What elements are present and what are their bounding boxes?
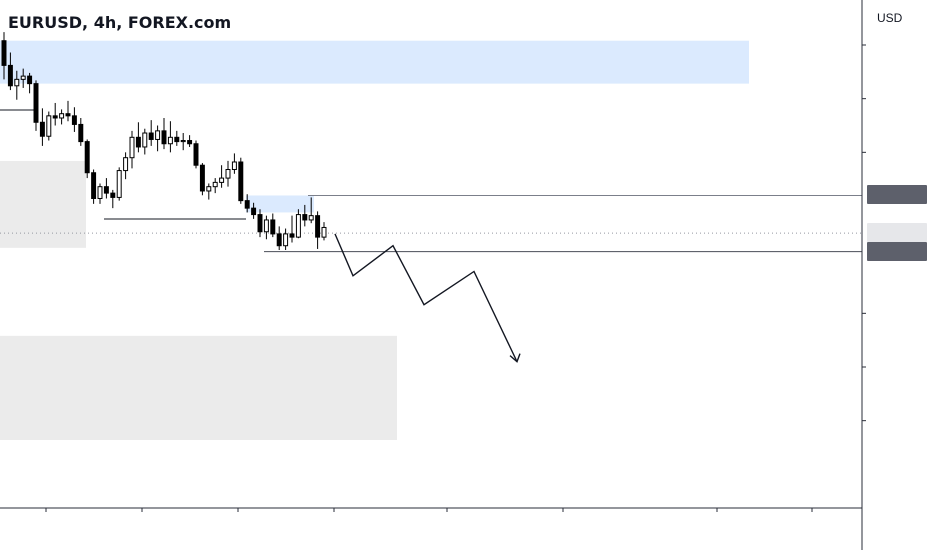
chart-title: EURUSD, 4h, FOREX.com	[8, 13, 232, 32]
candle-body	[238, 161, 244, 202]
candle-body	[14, 78, 20, 87]
candle-body	[135, 136, 141, 148]
candle-body	[65, 113, 71, 117]
candle-body	[39, 121, 45, 137]
candle-body	[302, 214, 308, 221]
candle-body	[263, 219, 269, 233]
candle-body	[7, 64, 13, 87]
candle-body	[244, 200, 250, 209]
candle-body	[52, 115, 58, 119]
candle-body	[257, 214, 263, 233]
candle-body	[78, 123, 84, 143]
candle-body	[123, 157, 129, 172]
candle-body	[167, 136, 173, 145]
candle-body	[295, 214, 301, 238]
zone-supply-0	[0, 40, 749, 84]
candle-body	[91, 172, 97, 199]
candle-body	[46, 115, 52, 137]
candle-body	[20, 75, 26, 80]
candle-body	[33, 83, 39, 123]
candle-body	[110, 192, 116, 198]
candle-body	[283, 233, 289, 247]
candle-body	[148, 132, 154, 140]
candle-body	[251, 207, 257, 216]
projection-path	[334, 233, 518, 362]
axis-unit: USD	[877, 11, 903, 25]
candle-body	[59, 113, 65, 119]
candle-body	[276, 233, 282, 247]
candle-body	[206, 186, 212, 192]
candle-body	[315, 215, 321, 238]
candle-body	[142, 132, 148, 148]
candle-body	[129, 136, 135, 159]
price-tag	[867, 241, 927, 261]
candle-body	[321, 226, 327, 238]
candle-body	[193, 143, 199, 166]
candle-body	[199, 164, 205, 192]
zone-demand-1	[0, 160, 86, 248]
candle-body	[84, 141, 90, 174]
candle-body	[187, 140, 193, 145]
candle-body	[270, 219, 276, 235]
candle-body	[71, 115, 77, 125]
price-tag	[867, 223, 927, 243]
candle-body	[219, 177, 225, 183]
price-tag	[867, 185, 927, 205]
candle-body	[231, 161, 237, 171]
candle-body	[174, 136, 180, 143]
candle-body	[225, 169, 231, 179]
zone-demand-2	[0, 335, 397, 440]
candle-body	[180, 140, 186, 143]
candle-body	[116, 170, 122, 198]
candle-body	[212, 181, 218, 188]
candle-body	[289, 233, 295, 238]
candle-body	[161, 130, 167, 145]
candle-body	[103, 186, 109, 194]
candle-body	[308, 215, 314, 221]
arrow-head-icon	[509, 353, 521, 363]
candle-body	[97, 186, 103, 199]
order-block	[246, 195, 314, 213]
candle-body	[155, 130, 161, 140]
candle-body	[27, 75, 33, 85]
candle-body	[1, 40, 7, 66]
